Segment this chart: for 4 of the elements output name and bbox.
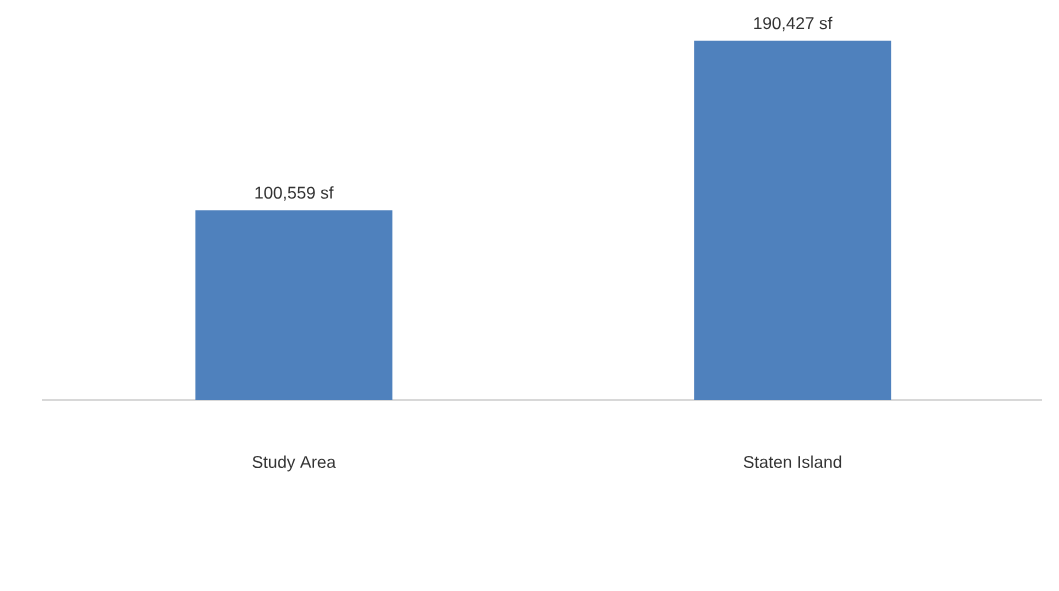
data-label: 190,427 sf — [754, 16, 833, 32]
data-label: 100,559 sf — [255, 186, 334, 201]
x-tick-label: Study Area — [252, 455, 336, 472]
x-tick-label: Staten Island — [743, 455, 842, 469]
